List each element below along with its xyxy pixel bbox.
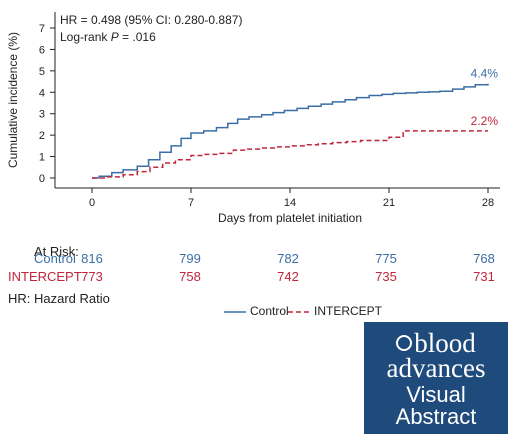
at-risk-row-control: Control 816 799 782 775 768: [0, 251, 520, 269]
chart-ticks: 0 1 2 3 4 5 6 7 0 7 14 21 28: [39, 23, 494, 209]
x-axis-title: Days from platelet initiation: [218, 211, 362, 225]
km-chart: 0 1 2 3 4 5 6 7 0 7 14 21 28 Days from platelet init…: [6, 12, 500, 225]
y-tick-label: 1: [39, 152, 45, 164]
at-risk-value: 773: [81, 269, 103, 284]
at-risk-value: 799: [179, 251, 201, 266]
badge-line-2: advances: [386, 353, 486, 383]
at-risk-value: 731: [473, 269, 495, 284]
badge-line-3: Visual: [406, 382, 466, 407]
x-tick-label: 21: [383, 197, 395, 209]
end-label-control: 4.4%: [471, 67, 499, 81]
hr-annotation: HR = 0.498 (95% CI: 0.280-0.887): [60, 13, 242, 27]
at-risk-value: 735: [375, 269, 397, 284]
y-tick-label: 0: [39, 173, 45, 185]
at-risk-value: 816: [81, 251, 103, 266]
chart-legend: Control INTERCEPT: [222, 303, 382, 321]
end-label-intercept: 2.2%: [471, 114, 499, 128]
y-tick-label: 2: [39, 130, 45, 142]
chart-axes: [54, 12, 500, 189]
at-risk-value: 742: [277, 269, 299, 284]
at-risk-row-intercept: INTERCEPT 773 758 742 735 731: [0, 269, 520, 287]
x-tick-label: 28: [482, 197, 494, 209]
badge-line-1: blood: [364, 330, 508, 357]
at-risk-value: 775: [375, 251, 397, 266]
at-risk-label-control: Control: [34, 251, 76, 266]
y-tick-label: 7: [39, 23, 45, 35]
badge-line-4: Abstract: [395, 404, 477, 429]
chart-series: [92, 83, 489, 179]
at-risk-heading: At Risk:: [34, 244, 79, 259]
series-line-control: [92, 83, 489, 179]
y-tick-label: 5: [39, 66, 45, 78]
x-tick-label: 0: [89, 197, 95, 209]
y-axis-title: Cumulative incidence (%): [6, 32, 20, 168]
blood-drop-icon: [396, 335, 413, 351]
legend-label-control: Control: [250, 304, 289, 318]
y-tick-label: 3: [39, 109, 45, 121]
blood-advances-badge: blood advances Visual Abstract: [364, 322, 508, 434]
x-tick-label: 14: [284, 197, 296, 209]
footnote: HR: Hazard Ratio: [8, 291, 110, 306]
at-risk-value: 782: [277, 251, 299, 266]
at-risk-value: 758: [179, 269, 201, 284]
legend-label-intercept: INTERCEPT: [314, 304, 383, 318]
chart-labels: Days from platelet initiation Cumulative …: [6, 13, 498, 225]
series-line-intercept: [92, 130, 488, 179]
logrank-annotation: Log-rank P = .016: [60, 30, 156, 44]
x-tick-label: 7: [188, 197, 194, 209]
y-tick-label: 4: [39, 87, 45, 99]
at-risk-label-intercept: INTERCEPT: [8, 269, 82, 284]
y-tick-label: 6: [39, 44, 45, 56]
at-risk-value: 768: [473, 251, 495, 266]
legend-swatches: [224, 311, 310, 313]
